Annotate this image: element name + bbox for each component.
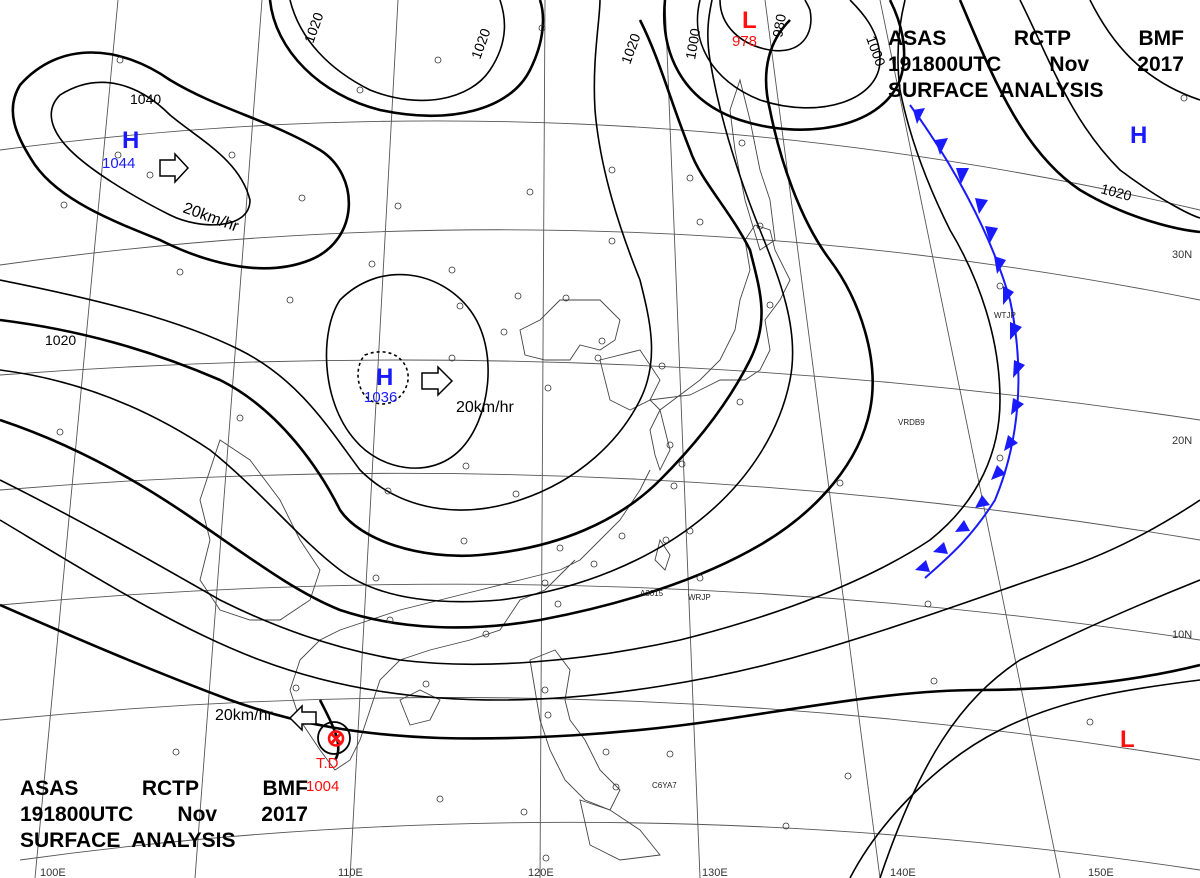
header-line-3: SURFACE ANALYSIS bbox=[20, 828, 308, 854]
isobar-label: 1020 bbox=[618, 31, 644, 66]
header-title: SURFACE ANALYSIS bbox=[20, 829, 236, 852]
header-center: RCTP bbox=[141, 777, 200, 800]
isobar-label: 1020 bbox=[45, 332, 76, 348]
high-1036: H 1036 bbox=[364, 364, 397, 406]
station-callsigns: A3015 WRJP C6YA7 VRDB9 WTJP bbox=[640, 311, 1016, 790]
isobar-label: 1020 bbox=[468, 26, 494, 61]
arrow-icon bbox=[159, 152, 190, 184]
arrow-icon bbox=[288, 704, 317, 732]
lat-label: 30N bbox=[1172, 249, 1192, 261]
header-region: ASAS bbox=[888, 27, 947, 50]
lon-label: 120E bbox=[528, 867, 554, 878]
movement-speed: 20km/hr bbox=[215, 707, 273, 724]
isobar-label: 1020 bbox=[1099, 180, 1133, 204]
high-symbol: H bbox=[376, 364, 393, 391]
station-callsign: VRDB9 bbox=[898, 418, 925, 427]
header-year: 2017 bbox=[1137, 53, 1184, 76]
arrow-icon bbox=[421, 365, 454, 397]
station-callsign: WRJP bbox=[688, 593, 711, 602]
map-header-top: ASAS RCTP BMF 191800UTC Nov 2017 SURFACE… bbox=[888, 26, 1184, 104]
high-symbol: H bbox=[122, 127, 139, 154]
header-code: BMF bbox=[1138, 27, 1185, 50]
station-markers bbox=[56, 24, 1188, 862]
header-year: 2017 bbox=[261, 803, 308, 826]
isobar-label: 1040 bbox=[130, 91, 161, 107]
header-line-3: SURFACE ANALYSIS bbox=[888, 78, 1184, 104]
isobar-label: 1000 bbox=[863, 34, 889, 69]
high-1044: H 1044 bbox=[102, 127, 139, 172]
header-region: ASAS bbox=[20, 777, 79, 800]
station-callsign: A3015 bbox=[640, 589, 664, 598]
lat-label: 10N bbox=[1172, 629, 1192, 641]
movement-speed: 20km/hr bbox=[181, 200, 242, 236]
isobar-label: 1020 bbox=[301, 10, 327, 45]
high-east: H bbox=[1130, 122, 1147, 149]
high-1036-value: 1036 bbox=[364, 389, 397, 406]
movement-arrow-3: 20km/hr bbox=[215, 704, 317, 732]
header-month: Nov bbox=[1049, 53, 1090, 76]
isobar-label: 980 bbox=[769, 13, 789, 39]
tropical-depression: ⊗ T.D 1004 bbox=[306, 725, 346, 795]
lon-label: 110E bbox=[338, 867, 363, 878]
lon-label: 130E bbox=[702, 867, 728, 878]
td-value: 1004 bbox=[306, 778, 339, 795]
lon-label: 150E bbox=[1088, 867, 1114, 878]
lon-label: 100E bbox=[40, 867, 66, 878]
low-symbol: L bbox=[1120, 726, 1135, 753]
td-label: T.D bbox=[316, 755, 339, 772]
map-header-bottom: ASAS RCTP BMF 191800UTC Nov 2017 SURFACE… bbox=[20, 776, 308, 854]
movement-arrow-2: 20km/hr bbox=[421, 365, 514, 416]
station-callsign: C6YA7 bbox=[652, 781, 677, 790]
header-center: RCTP bbox=[1013, 27, 1072, 50]
longitude-labels: 100E 110E 120E 130E 140E 150E bbox=[40, 867, 1114, 878]
low-978-value: 978 bbox=[732, 33, 757, 50]
isobar-label: 1000 bbox=[682, 27, 703, 61]
td-symbol: ⊗ bbox=[326, 725, 346, 752]
header-time: 191800UTC bbox=[20, 803, 134, 826]
cold-front bbox=[909, 104, 1025, 579]
high-1044-value: 1044 bbox=[102, 155, 135, 172]
header-title: SURFACE ANALYSIS bbox=[888, 79, 1104, 102]
low-symbol: L bbox=[742, 7, 757, 34]
header-line-1: ASAS RCTP BMF bbox=[888, 26, 1184, 52]
coastlines bbox=[199, 78, 791, 861]
lat-label: 20N bbox=[1172, 435, 1192, 447]
movement-speed: 20km/hr bbox=[456, 399, 514, 416]
latitude-labels: 30N 20N 10N bbox=[1172, 249, 1192, 641]
low-southeast: L bbox=[1120, 726, 1135, 753]
lon-label: 140E bbox=[890, 867, 916, 878]
station-callsign: WTJP bbox=[994, 311, 1016, 320]
header-line-1: ASAS RCTP BMF bbox=[20, 776, 308, 802]
header-code: BMF bbox=[262, 777, 309, 800]
header-month: Nov bbox=[177, 803, 218, 826]
high-symbol: H bbox=[1130, 122, 1147, 149]
header-line-2: 191800UTC Nov 2017 bbox=[20, 802, 308, 828]
header-time: 191800UTC bbox=[888, 53, 1002, 76]
low-978: L 978 bbox=[732, 7, 757, 50]
header-line-2: 191800UTC Nov 2017 bbox=[888, 52, 1184, 78]
